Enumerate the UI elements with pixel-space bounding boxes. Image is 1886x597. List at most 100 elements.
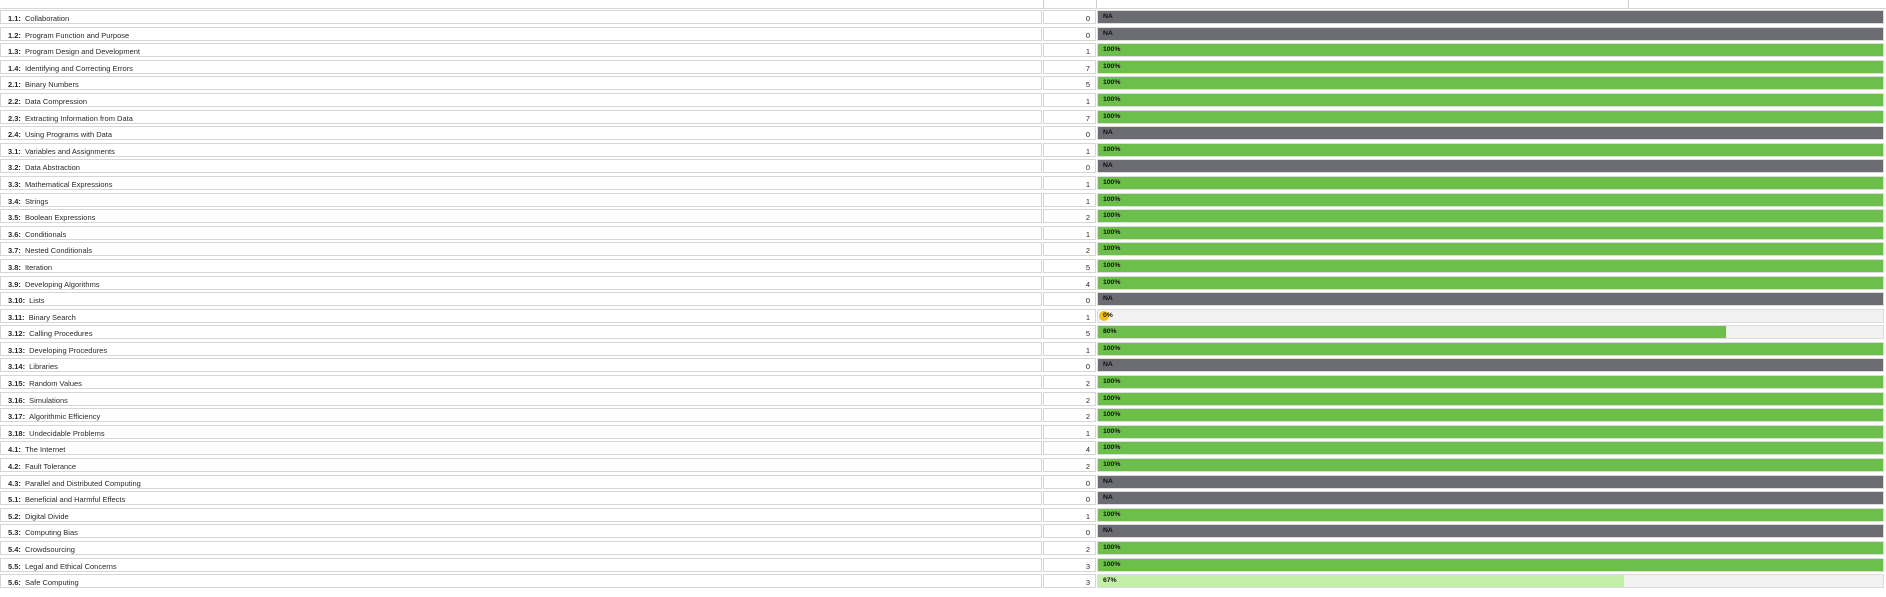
progress-fill	[1098, 160, 1883, 173]
progress-fill	[1098, 226, 1883, 239]
table-row: 1.2: Program Function and Purpose 0 NA	[0, 26, 1886, 43]
progress-fill	[1098, 558, 1883, 571]
topic-name: Parallel and Distributed Computing	[24, 478, 141, 488]
question-count-cell: 0	[1043, 159, 1096, 174]
topic-name-cell: 5.4: Crowdsourcing	[0, 541, 1042, 555]
question-count: 2	[1085, 395, 1090, 405]
topic-code: 4.3:	[8, 478, 21, 488]
progress-fill	[1098, 127, 1883, 140]
progress-label: 100%	[1103, 261, 1121, 269]
table-row: 3.2: Data Abstraction 0 NA	[0, 158, 1886, 175]
progress-fill	[1098, 243, 1883, 256]
topic-name: Variables and Assignments	[24, 146, 115, 156]
question-count-cell: 0	[1043, 126, 1096, 141]
question-count-cell: 0	[1043, 524, 1096, 539]
question-count: 1	[1085, 47, 1090, 57]
topic-name: The Internet	[24, 445, 66, 455]
progress-fill	[1098, 508, 1883, 521]
question-count: 1	[1085, 229, 1090, 239]
question-count-cell: 4	[1043, 275, 1096, 290]
question-count: 1	[1085, 428, 1090, 438]
question-count: 7	[1085, 113, 1090, 123]
topic-label: 3.9: Developing Algorithms	[8, 280, 100, 289]
topic-progress-table: 1.1: Collaboration 0 NA 1.2: Program Funct…	[0, 9, 1886, 590]
topic-name: Iteration	[24, 262, 53, 272]
question-count-cell: 3	[1043, 557, 1096, 572]
table-row: 3.7: Nested Conditionals 2 100%	[0, 241, 1886, 258]
question-count-cell: 7	[1043, 59, 1096, 74]
topic-code: 3.4:	[8, 196, 21, 206]
table-row: 5.4: Crowdsourcing 2 100%	[0, 540, 1886, 557]
topic-name-cell: 3.18: Undecidable Problems	[0, 424, 1042, 439]
question-count: 3	[1085, 561, 1090, 571]
question-count-cell: 2	[1043, 242, 1096, 257]
topic-name: Program Design and Development	[24, 47, 140, 57]
topic-code: 3.14:	[8, 362, 26, 372]
topic-name: Simulations	[29, 395, 68, 405]
progress-label: 100%	[1103, 344, 1121, 352]
question-count-cell: 1	[1043, 424, 1096, 439]
progress-track: 100%	[1097, 109, 1884, 124]
progress-track: 80%	[1097, 325, 1884, 340]
progress-label: NA	[1103, 129, 1113, 137]
question-count: 1	[1085, 196, 1090, 206]
topic-code: 3.13:	[8, 345, 26, 355]
progress-track: 100%	[1097, 507, 1884, 522]
progress-fill	[1098, 27, 1883, 40]
topic-code: 3.15:	[8, 379, 26, 389]
topic-name-cell: 2.3: Extracting Information from Data	[0, 109, 1042, 124]
topic-name: Extracting Information from Data	[24, 113, 133, 123]
topic-name-cell: 4.1: The Internet	[0, 441, 1042, 456]
question-count: 0	[1085, 296, 1090, 306]
progress-label: 100%	[1103, 95, 1121, 103]
progress-fill	[1098, 425, 1883, 438]
progress-fill	[1099, 310, 1109, 321]
topic-code: 5.2:	[8, 511, 21, 521]
progress-fill	[1098, 525, 1883, 538]
topic-name-cell: 1.1: Collaboration	[0, 10, 1042, 24]
progress-fill	[1098, 575, 1624, 588]
question-count-cell: 1	[1043, 507, 1096, 522]
question-count: 1	[1085, 312, 1090, 322]
progress-track: 100%	[1097, 391, 1884, 406]
question-count-cell: 0	[1043, 10, 1096, 24]
topic-label: 4.3: Parallel and Distributed Computing	[8, 479, 141, 488]
progress-label: 0%	[1103, 311, 1113, 319]
topic-code: 3.2:	[8, 163, 21, 173]
topic-label: 3.2: Data Abstraction	[8, 163, 80, 172]
progress-fill	[1098, 44, 1883, 57]
column-divider	[1043, 0, 1044, 9]
progress-track: 0%	[1097, 308, 1884, 323]
table-row: 5.2: Digital Divide 1 100%	[0, 507, 1886, 524]
topic-name-cell: 3.13: Developing Procedures	[0, 341, 1042, 356]
table-row: 5.6: Safe Computing 3 67%	[0, 573, 1886, 590]
topic-name-cell: 3.4: Strings	[0, 192, 1042, 207]
header-divider	[0, 8, 1886, 9]
topic-label: 1.4: Identifying and Correcting Errors	[8, 64, 133, 73]
progress-track: 100%	[1097, 175, 1884, 190]
topic-name-cell: 1.3: Program Design and Development	[0, 43, 1042, 58]
progress-label: 100%	[1103, 510, 1121, 518]
question-count-cell: 1	[1043, 192, 1096, 207]
table-row: 1.4: Identifying and Correcting Errors 7 …	[0, 59, 1886, 76]
topic-code: 5.1:	[8, 495, 21, 505]
progress-label: 100%	[1103, 228, 1121, 236]
topic-name: Digital Divide	[24, 511, 69, 521]
progress-track: 100%	[1097, 341, 1884, 356]
question-count-cell: 1	[1043, 142, 1096, 157]
topic-code: 3.8:	[8, 262, 21, 272]
topic-name: Random Values	[29, 379, 82, 389]
progress-fill	[1098, 193, 1883, 206]
progress-fill	[1098, 392, 1883, 405]
topic-name: Data Abstraction	[24, 163, 80, 173]
progress-label: 100%	[1103, 245, 1121, 253]
table-row: 3.9: Developing Algorithms 4 100%	[0, 275, 1886, 292]
topic-label: 3.1: Variables and Assignments	[8, 147, 115, 156]
topic-code: 1.4:	[8, 63, 21, 73]
progress-label: 100%	[1103, 444, 1121, 452]
table-row: 3.5: Boolean Expressions 2 100%	[0, 208, 1886, 225]
table-row: 2.4: Using Programs with Data 0 NA	[0, 125, 1886, 142]
question-count: 0	[1085, 478, 1090, 488]
topic-label: 3.11: Binary Search	[8, 313, 76, 322]
question-count-cell: 0	[1043, 474, 1096, 489]
